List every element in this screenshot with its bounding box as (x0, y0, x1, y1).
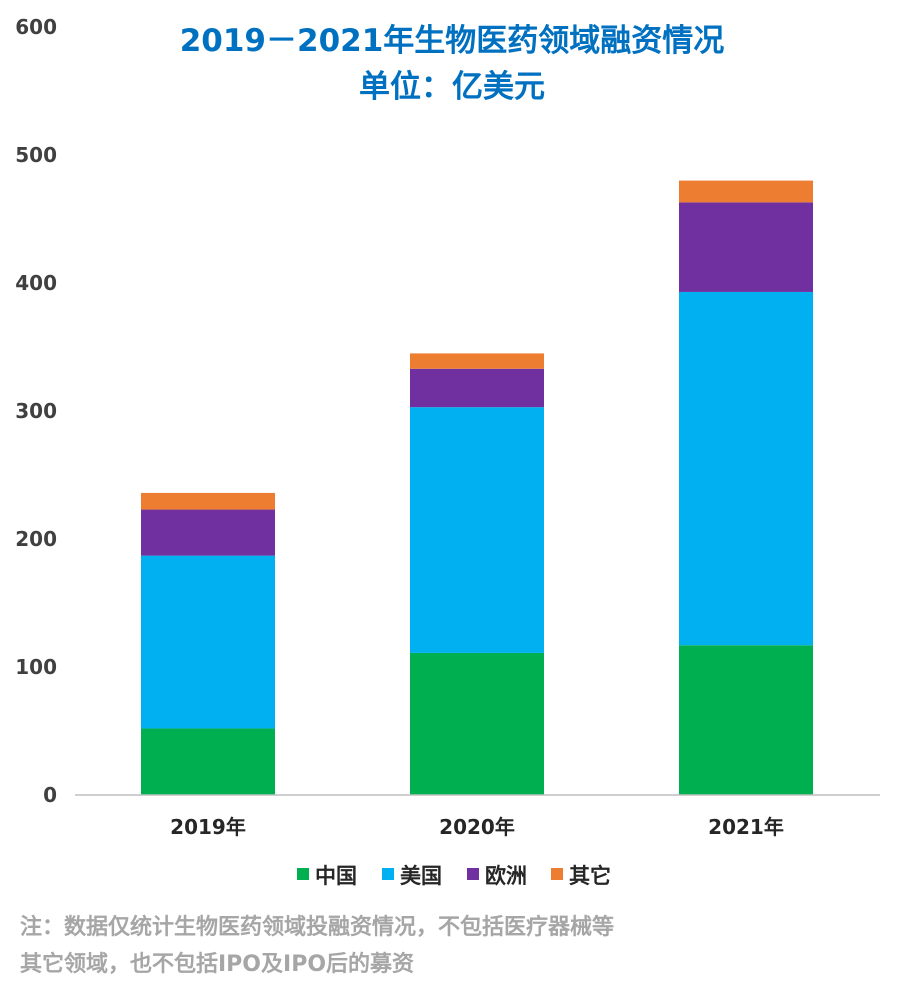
legend-swatch (382, 868, 394, 880)
chart-title: 2019－2021年生物医药领域融资情况 (180, 23, 725, 59)
bar-segment (679, 291, 813, 646)
bar-segment (410, 407, 544, 653)
legend: 中国 美国 欧洲 其它 (297, 864, 611, 888)
y-tick-label: 0 (43, 783, 57, 807)
y-axis-ticks: 0 100 200 300 400 500 600 (15, 15, 57, 807)
y-tick-label: 500 (15, 143, 57, 167)
y-tick-label: 400 (15, 271, 57, 295)
bar-segment (679, 645, 813, 795)
legend-label: 中国 (315, 864, 357, 888)
legend-label: 欧洲 (485, 864, 527, 888)
bar-segment (410, 368, 544, 408)
y-tick-label: 600 (15, 15, 57, 39)
y-tick-label: 100 (15, 655, 57, 679)
x-tick-label: 2020年 (439, 815, 515, 839)
footnote-line-1: 注：数据仅统计生物医药领域投融资情况，不包括医疗器械等 (20, 914, 614, 940)
bar-segment (141, 728, 275, 795)
bar-stacks (141, 180, 813, 795)
y-tick-label: 200 (15, 527, 57, 551)
legend-swatch (551, 868, 563, 880)
bar-segment (141, 509, 275, 556)
chart-subtitle: 单位：亿美元 (359, 69, 545, 105)
bar-segment (141, 492, 275, 510)
footnote-line-2: 其它领域，也不包括IPO及IPO后的募资 (20, 951, 414, 977)
legend-swatch (297, 868, 309, 880)
x-tick-label: 2021年 (708, 815, 784, 839)
y-tick-label: 300 (15, 399, 57, 423)
legend-swatch (467, 868, 479, 880)
legend-label: 美国 (400, 864, 442, 888)
bar-segment (141, 555, 275, 729)
bar-segment (679, 180, 813, 203)
bar-segment (679, 202, 813, 292)
x-tick-label: 2019年 (170, 815, 246, 839)
bar-segment (410, 353, 544, 369)
x-axis-labels: 2019年 2020年 2021年 (170, 815, 784, 839)
bar-segment (410, 652, 544, 795)
legend-label: 其它 (569, 864, 611, 888)
